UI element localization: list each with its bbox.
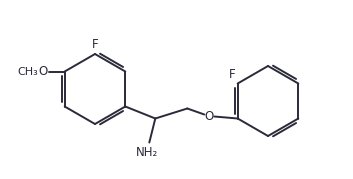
Text: F: F xyxy=(229,67,236,81)
Text: O: O xyxy=(38,65,48,78)
Text: CH₃: CH₃ xyxy=(17,67,38,76)
Text: NH₂: NH₂ xyxy=(136,146,158,159)
Text: O: O xyxy=(205,110,214,123)
Text: F: F xyxy=(92,38,98,51)
